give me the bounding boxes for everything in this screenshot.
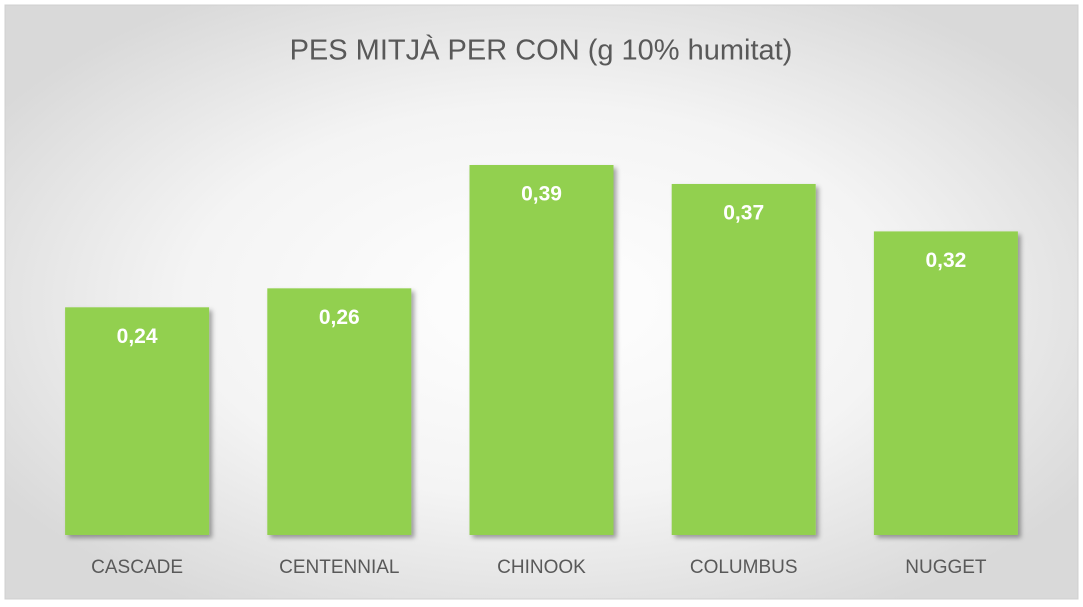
x-tick-label: COLUMBUS	[690, 557, 798, 578]
x-tick-label: CHINOOK	[497, 557, 586, 578]
data-label: 0,24	[117, 325, 158, 348]
data-label: 0,32	[925, 249, 966, 272]
x-tick-label: CASCADE	[91, 557, 183, 578]
x-tick-label: CENTENNIAL	[279, 557, 399, 578]
bar	[671, 183, 816, 535]
bar	[267, 288, 412, 535]
bar	[65, 307, 210, 535]
x-tick-label: NUGGET	[905, 557, 987, 578]
data-label: 0,39	[521, 183, 562, 206]
bar	[873, 231, 1018, 535]
data-label: 0,26	[319, 306, 360, 329]
data-label: 0,37	[723, 202, 764, 225]
bar	[469, 165, 614, 535]
chart-title: PES MITJÀ PER CON (g 10% humitat)	[290, 34, 793, 67]
